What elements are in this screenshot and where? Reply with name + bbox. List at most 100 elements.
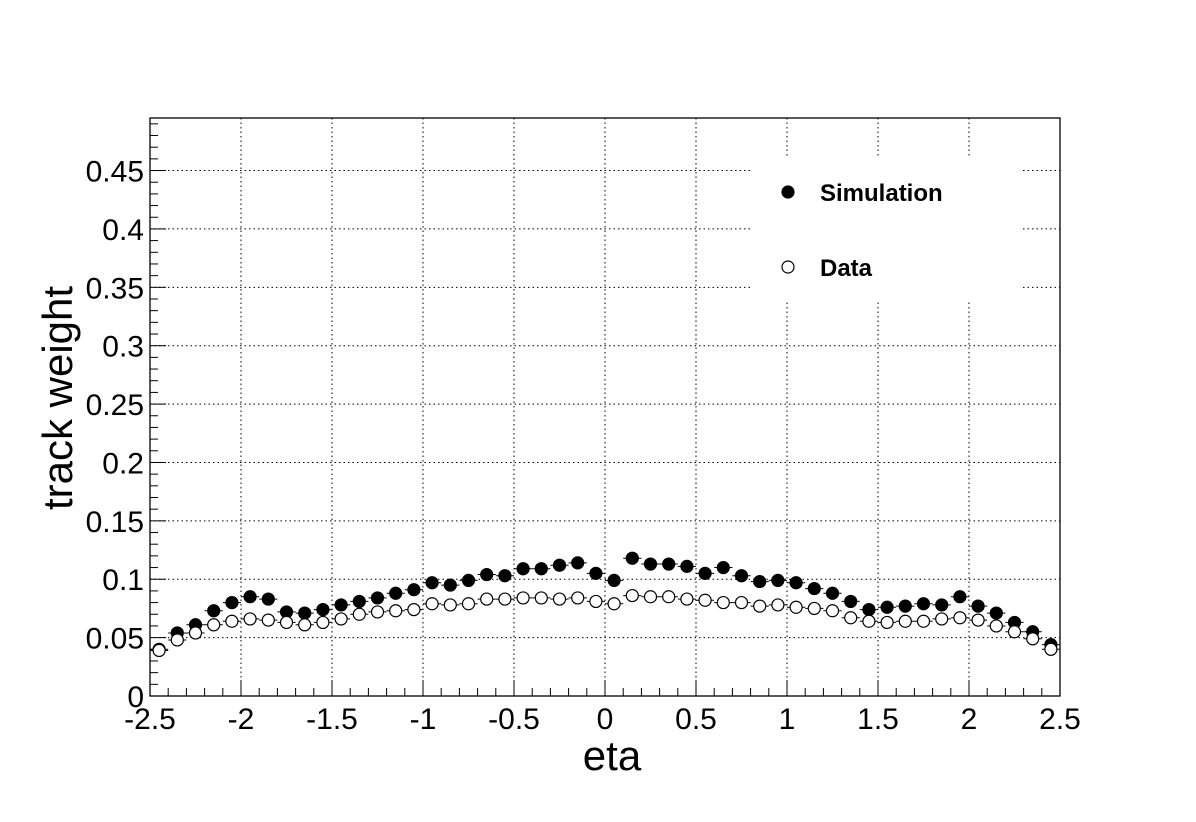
simulation-point xyxy=(370,591,385,605)
data-point xyxy=(516,591,530,605)
simulation-point xyxy=(534,562,548,576)
data-point xyxy=(480,592,494,606)
simulation-point xyxy=(662,557,676,571)
data-point xyxy=(188,626,203,640)
data-point xyxy=(425,597,439,611)
simulation-point xyxy=(953,590,967,604)
data-point xyxy=(916,614,931,628)
simulation-point xyxy=(607,573,621,588)
y-tick-label: 0.4 xyxy=(102,214,144,247)
data-point xyxy=(571,591,585,605)
data-point xyxy=(261,613,275,627)
data-point xyxy=(680,592,694,606)
y-tick-label: 0.45 xyxy=(86,156,144,189)
x-tick-label: 0 xyxy=(597,703,614,736)
data-point xyxy=(935,612,949,626)
simulation-point xyxy=(243,590,257,604)
data-point xyxy=(407,602,421,617)
data-point xyxy=(789,600,803,614)
data-point xyxy=(170,633,184,647)
data-point xyxy=(225,614,239,628)
x-tick-label: 2.5 xyxy=(1039,703,1081,736)
x-tick-label: -1.5 xyxy=(306,703,358,736)
data-point xyxy=(825,604,840,618)
data-point xyxy=(698,593,712,607)
y-tick-label: 0.2 xyxy=(102,447,144,480)
data-point xyxy=(152,643,166,658)
simulation-point xyxy=(334,598,348,612)
data-point xyxy=(534,591,548,605)
simulation-point xyxy=(916,597,931,611)
data-point xyxy=(753,599,767,613)
simulation-point xyxy=(716,560,730,575)
data-point xyxy=(625,588,639,603)
legend-box xyxy=(752,156,1022,302)
simulation-point xyxy=(680,559,694,573)
grid xyxy=(150,118,1060,696)
x-tick-label: -2.5 xyxy=(124,703,176,736)
y-tick-label: 0.25 xyxy=(86,389,144,422)
data-point xyxy=(1044,642,1058,656)
x-tick-label: -0.5 xyxy=(488,703,540,736)
simulation-point xyxy=(625,551,639,565)
simulation-point xyxy=(862,602,876,617)
simulation-point xyxy=(552,558,567,572)
x-tick-label: -1 xyxy=(410,703,437,736)
data-point xyxy=(989,619,1003,633)
data-point xyxy=(662,590,676,604)
data-point xyxy=(643,590,658,604)
simulation-point xyxy=(261,592,275,606)
data-point xyxy=(898,614,912,628)
simulation-point xyxy=(480,567,494,582)
y-tick-labels: 0 0.05 0.1 0.15 0.2 0.25 0.3 0.35 0.4 0.45 xyxy=(86,156,144,714)
data-point xyxy=(352,607,366,621)
data-point xyxy=(552,592,567,606)
simulation-point xyxy=(298,606,312,620)
simulation-point xyxy=(571,556,585,570)
y-tick-label: 0 xyxy=(127,681,144,714)
legend-simulation-label: Simulation xyxy=(820,180,943,207)
x-tick-labels: -2.5 -2 -1.5 -1 -0.5 0 0.5 1 1.5 2 2.5 xyxy=(124,703,1081,736)
y-tick-label: 0.15 xyxy=(86,506,144,539)
x-axis-title: eta xyxy=(583,732,642,779)
simulation-point xyxy=(352,594,366,609)
data-point xyxy=(607,597,621,611)
data-point xyxy=(807,601,821,616)
simulation-point xyxy=(207,604,221,618)
data-markers xyxy=(152,551,1058,658)
simulation-point xyxy=(844,594,858,609)
data-point xyxy=(880,615,894,630)
y-axis-title: track weight xyxy=(34,286,81,510)
simulation-point xyxy=(425,576,439,590)
data-point xyxy=(953,611,967,625)
data-point xyxy=(207,618,221,632)
data-point xyxy=(716,595,730,610)
simulation-point xyxy=(698,566,712,580)
x-tick-label: -2 xyxy=(228,703,255,736)
simulation-point xyxy=(498,569,512,583)
legend-data-marker xyxy=(781,260,795,274)
simulation-point xyxy=(825,586,840,600)
x-tick-label: 2 xyxy=(961,703,978,736)
y-tick-label: 0.35 xyxy=(86,272,144,305)
data-point xyxy=(389,604,403,618)
simulation-point xyxy=(516,562,530,576)
data-point xyxy=(771,598,785,612)
simulation-point xyxy=(989,606,1003,620)
data-point xyxy=(1026,632,1040,646)
data-point xyxy=(1007,625,1022,639)
simulation-point xyxy=(880,600,894,614)
simulation-point xyxy=(935,598,949,612)
simulation-point xyxy=(461,573,476,588)
simulation-point xyxy=(407,583,421,597)
legend-data-label: Data xyxy=(820,255,873,282)
y-tick-label: 0.1 xyxy=(102,564,144,597)
x-tick-label: 1 xyxy=(779,703,796,736)
data-point xyxy=(461,597,476,611)
data-point xyxy=(298,618,312,632)
x-tick-label: 1.5 xyxy=(857,703,899,736)
data-point xyxy=(734,595,749,610)
x-tick-label: 0.5 xyxy=(675,703,717,736)
data-point xyxy=(971,613,985,627)
